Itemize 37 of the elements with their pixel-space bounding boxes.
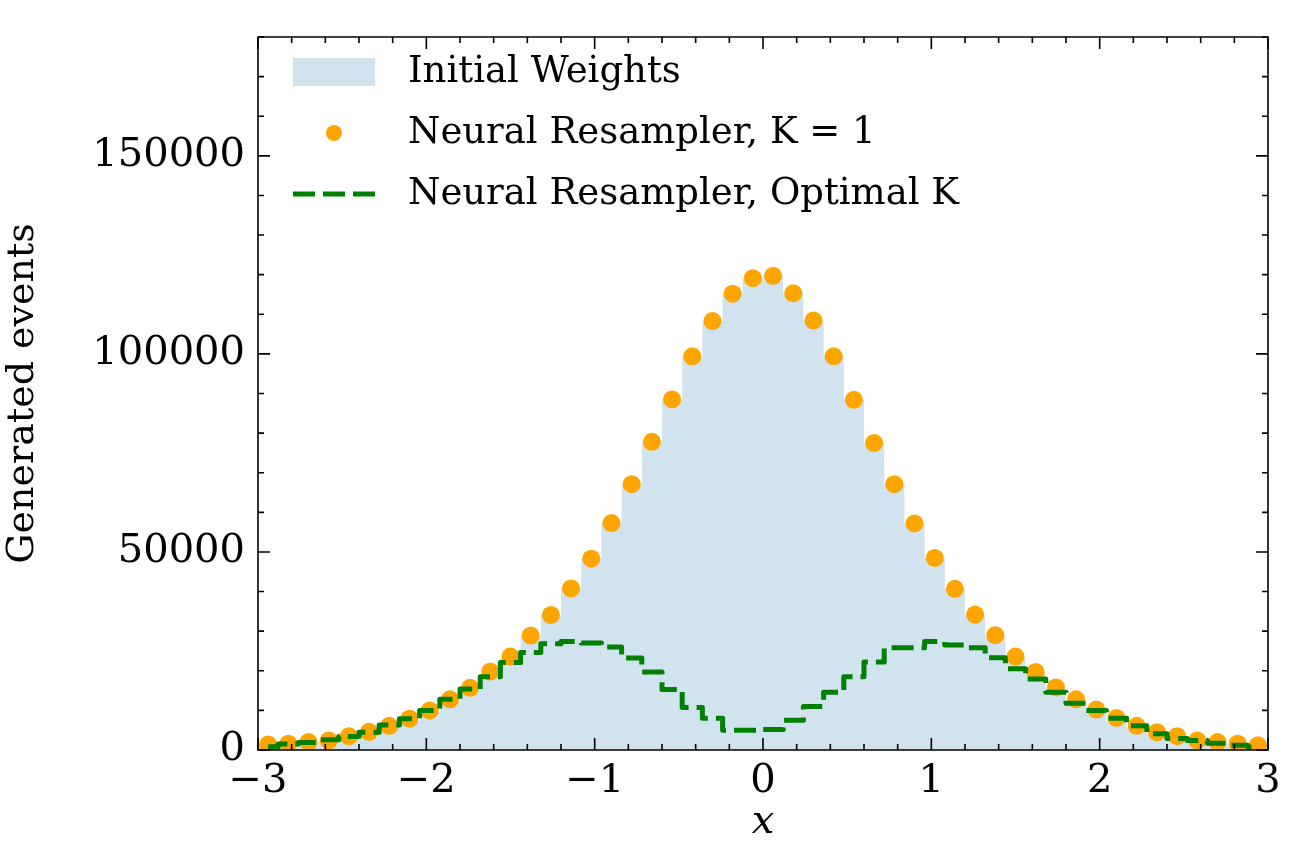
point [642, 432, 661, 451]
point [663, 390, 682, 409]
point [885, 475, 904, 494]
y-tick-label: 100000 [92, 327, 245, 374]
point [743, 269, 762, 288]
point [966, 605, 985, 624]
x-tick-label: −1 [565, 755, 625, 802]
point [865, 434, 884, 453]
point [804, 311, 823, 330]
x-tick-label: −2 [396, 755, 456, 802]
point [925, 548, 944, 567]
point [602, 514, 621, 533]
point [622, 475, 641, 494]
y-tick-label: 50000 [117, 525, 245, 572]
point [703, 312, 722, 331]
x-tick-label: 2 [1086, 755, 1113, 802]
x-tick-label: 3 [1255, 755, 1281, 802]
legend-label: Initial Weights [408, 47, 681, 91]
point [764, 266, 783, 285]
point [905, 514, 924, 533]
legend-label: Neural Resampler, K = 1 [408, 108, 876, 152]
point [1006, 647, 1025, 666]
point [521, 626, 540, 645]
point [541, 605, 560, 624]
point [844, 390, 863, 409]
point [562, 579, 581, 598]
y-tick-label: 150000 [92, 129, 245, 176]
point [582, 549, 601, 568]
point [945, 579, 964, 598]
x-tick-label: 1 [918, 755, 945, 802]
legend-label: Neural Resampler, Optimal K [408, 169, 961, 213]
point [824, 347, 843, 366]
point [723, 284, 742, 303]
point [784, 284, 803, 303]
y-axis-title: Generated events [0, 223, 42, 564]
point [683, 347, 702, 366]
point [986, 626, 1005, 645]
